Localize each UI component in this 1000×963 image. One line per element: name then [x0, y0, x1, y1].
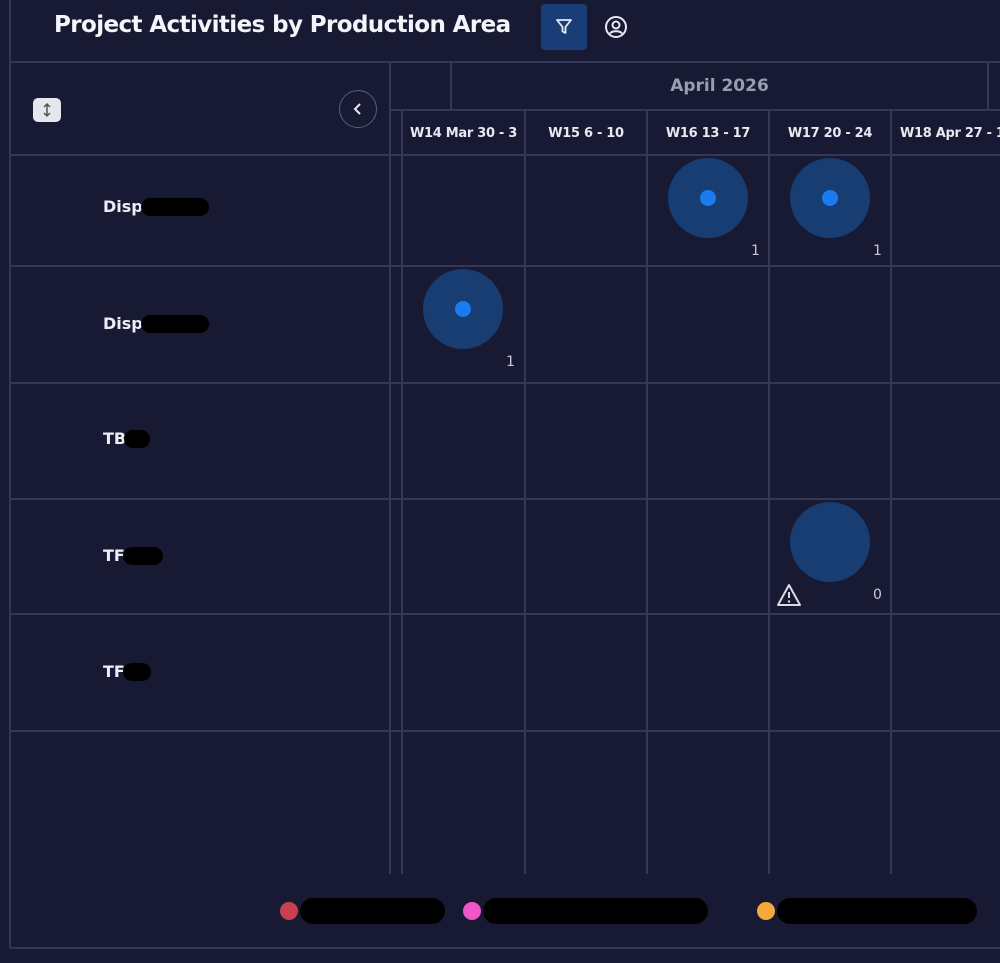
- collapse-sidebar-button[interactable]: [339, 90, 377, 128]
- week-header: W17 20 - 24: [787, 125, 873, 141]
- row-divider: [10, 382, 1000, 384]
- activity-bubble[interactable]: [667, 158, 748, 238]
- activity-count: 1: [506, 354, 515, 370]
- week-header: W18 Apr 27 - 1: [900, 125, 1000, 141]
- activity-bubble[interactable]: [789, 502, 870, 582]
- activity-bubble[interactable]: [422, 269, 503, 349]
- page-title: Project Activities by Production Area: [54, 12, 511, 38]
- week-divider: [890, 110, 892, 874]
- redaction: [300, 898, 445, 924]
- header-divider: [10, 61, 1000, 63]
- month-label: April 2026: [670, 76, 769, 96]
- redaction: [122, 546, 163, 565]
- month-divider: [450, 62, 452, 110]
- row-divider: [10, 730, 1000, 732]
- redaction: [140, 314, 209, 333]
- row-label: TF: [103, 662, 151, 681]
- chevron-left-icon: [353, 103, 361, 115]
- panel-border-bottom: [10, 947, 1000, 949]
- row-divider: [10, 613, 1000, 615]
- filter-icon: [556, 19, 572, 34]
- activity-count: 1: [873, 243, 882, 259]
- sidebar-divider: [389, 62, 391, 874]
- row-divider: [10, 498, 1000, 500]
- legend-item: [757, 898, 977, 924]
- row-label: Disp: [103, 197, 209, 216]
- header-row-divider: [10, 154, 1000, 156]
- redaction: [122, 662, 151, 681]
- sort-button[interactable]: [33, 98, 61, 122]
- month-divider: [987, 62, 989, 110]
- activity-dot: [699, 190, 716, 206]
- week-header: W14 Mar 30 - 3: [410, 125, 517, 141]
- week-divider: [646, 110, 648, 874]
- redaction: [140, 197, 209, 216]
- legend-item: [280, 898, 445, 924]
- week-header: W16 13 - 17: [665, 125, 751, 141]
- activity-dot: [821, 190, 838, 206]
- warning-icon[interactable]: [776, 583, 802, 611]
- month-row-divider: [390, 109, 1000, 111]
- sort-vertical-icon: [43, 102, 51, 118]
- activity-count: 1: [751, 243, 760, 259]
- user-circle-icon: [605, 16, 627, 38]
- week-divider: [401, 110, 403, 874]
- row-divider: [10, 265, 1000, 267]
- activity-dot: [454, 301, 471, 317]
- redaction: [483, 898, 708, 924]
- week-header: W15 6 - 10: [548, 125, 624, 141]
- user-filter-button[interactable]: [602, 13, 630, 41]
- week-divider: [524, 110, 526, 874]
- redaction: [777, 898, 977, 924]
- activity-bubble[interactable]: [789, 158, 870, 238]
- legend-dot: [757, 902, 775, 920]
- week-divider: [768, 110, 770, 874]
- filter-button[interactable]: [541, 4, 587, 50]
- activity-count: 0: [873, 587, 882, 603]
- legend-item: [463, 898, 708, 924]
- row-label: TF: [103, 546, 163, 565]
- panel-border-left: [9, 0, 11, 948]
- row-label: Disp: [103, 314, 209, 333]
- redaction: [124, 429, 151, 448]
- row-label: TB: [103, 429, 151, 448]
- legend-dot: [463, 902, 481, 920]
- legend-dot: [280, 902, 298, 920]
